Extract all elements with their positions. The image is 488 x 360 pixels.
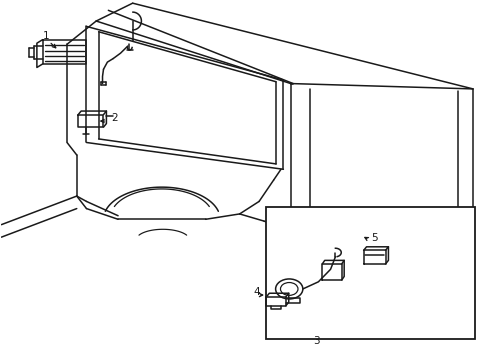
Text: 5: 5 bbox=[370, 233, 377, 243]
Text: 4: 4 bbox=[253, 287, 259, 297]
Text: 3: 3 bbox=[312, 336, 319, 346]
Text: 1: 1 bbox=[42, 31, 49, 41]
Bar bbox=[266, 207, 474, 339]
Text: 2: 2 bbox=[111, 113, 117, 123]
